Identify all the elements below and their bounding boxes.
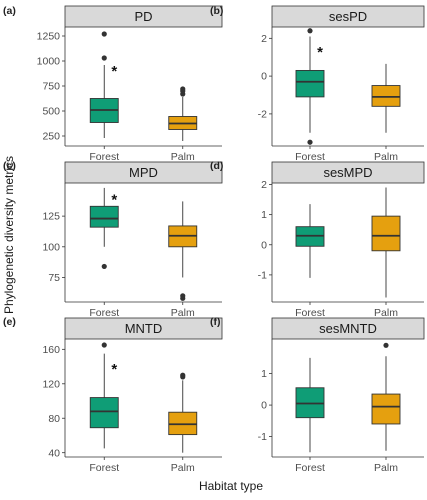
y-tick-label: -1: [258, 431, 267, 443]
box-Palm: [168, 372, 198, 453]
x-tick-label: Forest: [295, 151, 325, 163]
x-tick-label: Palm: [171, 151, 195, 163]
panel-title: MNTD: [125, 321, 163, 336]
x-tick-label: Forest: [295, 307, 325, 319]
y-tick-label: 500: [42, 106, 60, 118]
y-tick-label: 75: [48, 272, 60, 284]
box-body: [295, 69, 325, 98]
y-tick-label: -1: [258, 269, 267, 281]
y-tick-label: 2: [261, 33, 267, 45]
box-Palm: [168, 201, 198, 301]
y-tick-label: 250: [42, 131, 60, 143]
significance-star: *: [111, 63, 117, 80]
box-body: [371, 85, 401, 107]
box-Palm: [168, 86, 198, 141]
significance-star: *: [111, 191, 117, 208]
outlier-point: [180, 86, 186, 92]
x-tick-label: Palm: [171, 462, 195, 474]
panel-strip: [271, 317, 425, 340]
x-tick-label: Palm: [374, 307, 398, 319]
panel-label: (e): [3, 316, 16, 328]
y-tick-label: 100: [42, 241, 60, 253]
panel-title: PD: [134, 9, 152, 24]
panel-sesMNTD: (f) sesMNTD -1 0 1 Forest Palm: [210, 316, 425, 474]
box-body: [89, 205, 119, 228]
panel-title: sesMPD: [323, 165, 372, 180]
y-tick-label: 1: [261, 368, 267, 380]
box-Forest: [89, 187, 119, 270]
panel-label: (c): [3, 160, 16, 172]
box-Forest: [295, 28, 325, 145]
panel-title: sesMNTD: [319, 321, 377, 336]
panel-strip: [271, 5, 425, 28]
outlier-point: [101, 31, 107, 37]
box-Palm: [371, 342, 401, 451]
panel-title: MPD: [129, 165, 158, 180]
x-tick-label: Palm: [374, 462, 398, 474]
x-tick-label: Forest: [89, 462, 119, 474]
x-axis-title: Habitat type: [199, 479, 263, 493]
panel-MPD: (c) MPD 75 100 125 Forest Palm *: [3, 160, 223, 319]
y-tick-label: 0: [261, 239, 267, 251]
panel-title: sesPD: [329, 9, 367, 24]
outlier-point: [307, 28, 313, 34]
y-axis-title: Phylogenetic diversity metrics: [2, 156, 16, 314]
x-tick-label: Forest: [89, 307, 119, 319]
y-tick-label: 1: [261, 209, 267, 221]
panel-label: (a): [3, 5, 16, 17]
panel-MNTD: (e) MNTD 40 80 120 160 Forest Palm *: [3, 316, 223, 474]
y-tick-label: 750: [42, 81, 60, 93]
box-Forest: [89, 31, 119, 138]
y-tick-label: 160: [42, 344, 60, 356]
x-tick-label: Palm: [171, 307, 195, 319]
outlier-point: [101, 263, 107, 270]
y-tick-label: 80: [48, 413, 60, 425]
panel-strip: [64, 317, 223, 340]
y-tick-label: 120: [42, 378, 60, 390]
outlier-point: [101, 55, 107, 61]
outlier-point: [383, 342, 389, 348]
outlier-point: [180, 372, 186, 378]
panel-sesMPD: (d) sesMPD -1 0 1 2 Forest Palm: [210, 160, 425, 319]
panel-strip: [64, 161, 223, 184]
panel-strip: [271, 161, 425, 184]
box-Palm: [371, 63, 401, 133]
box-Forest: [89, 342, 119, 449]
y-tick-label: 0: [261, 71, 267, 83]
significance-star: *: [111, 361, 117, 378]
y-tick-label: 0: [261, 400, 267, 412]
box-body: [371, 393, 401, 425]
x-tick-label: Forest: [89, 151, 119, 163]
y-tick-label: 40: [48, 447, 60, 459]
y-tick-label: 125: [42, 211, 60, 223]
panel-label: (d): [210, 160, 223, 172]
y-tick-label: 2: [261, 179, 267, 191]
outlier-point: [307, 139, 313, 145]
box-body: [89, 397, 119, 429]
y-tick-label: 1000: [37, 56, 61, 68]
significance-star: *: [317, 44, 323, 61]
panel-label: (b): [210, 5, 223, 17]
panel-strip: [64, 5, 223, 28]
x-tick-label: Palm: [374, 151, 398, 163]
box-Palm: [371, 187, 401, 298]
panel-label: (f): [210, 316, 221, 328]
y-tick-label: 1250: [37, 31, 61, 43]
outlier-point: [180, 293, 186, 299]
box-Forest: [295, 357, 325, 453]
panel-PD: (a) PD 250 500 750 1000 1250 Forest Palm *: [3, 5, 223, 163]
box-Forest: [295, 204, 325, 278]
box-body: [371, 215, 401, 252]
panel-sesPD: (b) sesPD -2 0 2 Forest Palm *: [210, 5, 425, 163]
y-tick-label: -2: [258, 108, 267, 120]
outlier-point: [101, 342, 107, 348]
x-tick-label: Forest: [295, 462, 325, 474]
